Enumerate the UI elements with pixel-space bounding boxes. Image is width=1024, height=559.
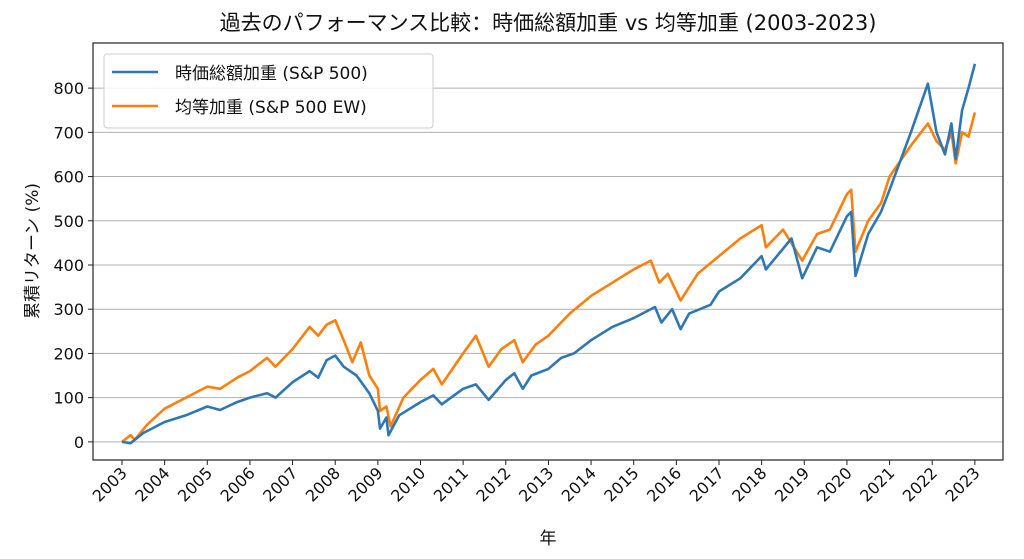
y-tick-label: 0 [74, 433, 84, 452]
chart-title: 過去のパフォーマンス比較：時価総額加重 vs 均等加重 (2003-2023) [220, 11, 877, 35]
x-tick-label: 2008 [302, 463, 344, 505]
x-tick-label: 2013 [515, 463, 557, 505]
grid-lines [93, 87, 1003, 443]
x-tick-label: 2007 [259, 463, 301, 505]
x-tick-label: 2006 [217, 463, 259, 505]
series-lines [121, 63, 977, 445]
y-axis-label: 累積リターン (%) [23, 183, 43, 319]
y-tick-label: 400 [53, 256, 84, 275]
x-tick-label: 2003 [89, 463, 131, 505]
x-axis-label: 年 [540, 529, 557, 549]
y-tick-label: 200 [53, 344, 84, 363]
x-tick-label: 2023 [941, 463, 983, 505]
x-tick-label: 2018 [728, 463, 770, 505]
legend-label-sp500-ew: 均等加重 (S&P 500 EW) [175, 98, 367, 118]
y-tick-label: 800 [53, 79, 84, 98]
x-tick-label: 2019 [771, 463, 813, 505]
x-tick-label: 2021 [856, 463, 898, 505]
x-tick-label: 2010 [387, 463, 429, 505]
series-line-sp500 [121, 63, 977, 445]
x-tick-label: 2014 [558, 463, 600, 505]
x-tick-label: 2022 [899, 463, 941, 505]
x-tick-label: 2011 [430, 463, 472, 505]
x-tick-label: 2004 [131, 463, 173, 505]
series-line-sp500-ew [121, 112, 977, 443]
x-tick-label: 2005 [174, 463, 216, 505]
x-tick-label: 2012 [472, 463, 514, 505]
legend-label-sp500: 時価総額加重 (S&P 500) [175, 64, 368, 84]
x-tick-label: 2016 [643, 463, 685, 505]
x-tick-label: 2017 [686, 463, 728, 505]
y-axis: 0 100 200 300 400 500 600 700 800 [53, 79, 93, 452]
x-tick-label: 2015 [600, 463, 642, 505]
x-tick-label: 2009 [344, 463, 386, 505]
legend-box [103, 53, 434, 129]
y-tick-label: 100 [53, 389, 84, 408]
y-tick-label: 600 [53, 168, 84, 187]
x-tick-label: 2020 [814, 463, 856, 505]
y-tick-label: 300 [53, 300, 84, 319]
y-tick-label: 500 [53, 212, 84, 231]
legend: 時価総額加重 (S&P 500) 均等加重 (S&P 500 EW) [103, 53, 434, 129]
x-axis: 2003 2004 2005 2006 2007 2008 2009 2010 2011 2012… [89, 460, 984, 506]
y-tick-label: 700 [53, 123, 84, 142]
